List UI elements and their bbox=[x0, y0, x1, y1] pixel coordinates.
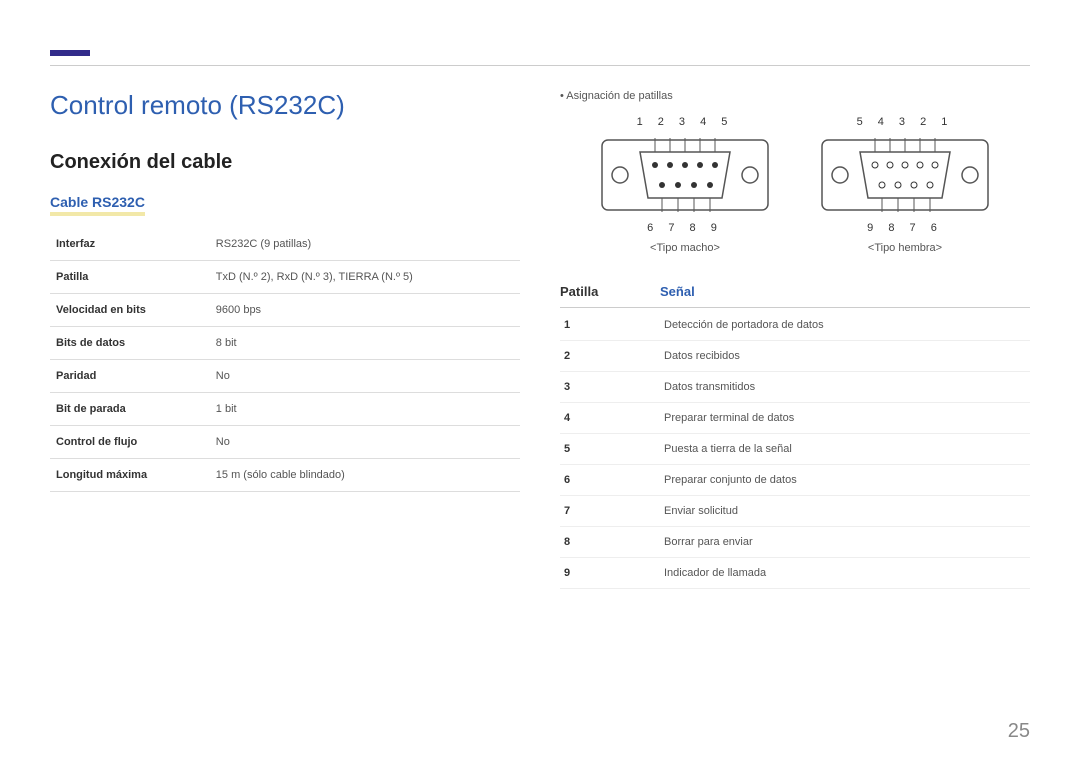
header-accent-bar bbox=[50, 50, 90, 56]
pin-signal: Preparar conjunto de datos bbox=[660, 465, 1030, 496]
pin-signal: Puesta a tierra de la señal bbox=[660, 434, 1030, 465]
pin-assignment-bullet: • Asignación de patillas bbox=[560, 90, 1030, 102]
page-title: Control remoto (RS232C) bbox=[50, 90, 520, 121]
spec-label: Longitud máxima bbox=[50, 459, 210, 492]
spec-row: PatillaTxD (N.º 2), RxD (N.º 3), TIERRA … bbox=[50, 261, 520, 294]
pin-row: 4Preparar terminal de datos bbox=[560, 403, 1030, 434]
pin-signal: Borrar para enviar bbox=[660, 527, 1030, 558]
spec-label: Velocidad en bits bbox=[50, 294, 210, 327]
pin-number: 1 bbox=[560, 310, 660, 341]
spec-value: No bbox=[210, 360, 520, 393]
db9-female-icon bbox=[820, 130, 990, 220]
pin-row: 8Borrar para enviar bbox=[560, 527, 1030, 558]
pin-table-header: Patilla Señal bbox=[560, 284, 1030, 308]
pin-number: 8 bbox=[560, 527, 660, 558]
pin-number: 2 bbox=[560, 341, 660, 372]
pin-row: 2Datos recibidos bbox=[560, 341, 1030, 372]
db9-male-icon bbox=[600, 130, 770, 220]
pin-signal-table: 1Detección de portadora de datos2Datos r… bbox=[560, 310, 1030, 589]
subtitle: Conexión del cable bbox=[50, 151, 520, 174]
pin-signal: Preparar terminal de datos bbox=[660, 403, 1030, 434]
female-connector: 5 4 3 2 1 9 8 7 6 <Tipo bbox=[820, 116, 990, 254]
spec-label: Control de flujo bbox=[50, 426, 210, 459]
pin-number: 6 bbox=[560, 465, 660, 496]
pin-number: 3 bbox=[560, 372, 660, 403]
pin-signal: Indicador de llamada bbox=[660, 558, 1030, 589]
left-column: Control remoto (RS232C) Conexión del cab… bbox=[50, 30, 520, 589]
spec-value: RS232C (9 patillas) bbox=[210, 228, 520, 261]
pin-signal: Datos recibidos bbox=[660, 341, 1030, 372]
male-top-pins: 1 2 3 4 5 bbox=[600, 116, 770, 128]
pin-signal: Enviar solicitud bbox=[660, 496, 1030, 527]
spec-label: Interfaz bbox=[50, 228, 210, 261]
spec-row: Velocidad en bits9600 bps bbox=[50, 294, 520, 327]
page-number: 25 bbox=[1008, 720, 1030, 743]
spec-table: InterfazRS232C (9 patillas)PatillaTxD (N… bbox=[50, 228, 520, 492]
header-divider bbox=[50, 65, 1030, 66]
female-caption: <Tipo hembra> bbox=[820, 242, 990, 254]
male-connector: 1 2 3 4 5 bbox=[600, 116, 770, 254]
pin-row: 9Indicador de llamada bbox=[560, 558, 1030, 589]
spec-label: Bit de parada bbox=[50, 393, 210, 426]
male-caption: <Tipo macho> bbox=[600, 242, 770, 254]
pin-number: 5 bbox=[560, 434, 660, 465]
pin-signal: Datos transmitidos bbox=[660, 372, 1030, 403]
spec-row: InterfazRS232C (9 patillas) bbox=[50, 228, 520, 261]
spec-row: Bit de parada1 bit bbox=[50, 393, 520, 426]
signal-col-header: Señal bbox=[660, 284, 695, 299]
spec-row: Bits de datos8 bit bbox=[50, 327, 520, 360]
spec-label: Bits de datos bbox=[50, 327, 210, 360]
spec-row: ParidadNo bbox=[50, 360, 520, 393]
spec-label: Paridad bbox=[50, 360, 210, 393]
spec-value: No bbox=[210, 426, 520, 459]
spec-value: 8 bit bbox=[210, 327, 520, 360]
pin-signal: Detección de portadora de datos bbox=[660, 310, 1030, 341]
pin-row: 5Puesta a tierra de la señal bbox=[560, 434, 1030, 465]
right-column: • Asignación de patillas 1 2 3 4 5 bbox=[560, 30, 1030, 589]
pin-row: 7Enviar solicitud bbox=[560, 496, 1030, 527]
spec-value: 15 m (sólo cable blindado) bbox=[210, 459, 520, 492]
pin-number: 9 bbox=[560, 558, 660, 589]
spec-label: Patilla bbox=[50, 261, 210, 294]
spec-value: 9600 bps bbox=[210, 294, 520, 327]
female-bottom-pins: 9 8 7 6 bbox=[820, 222, 990, 234]
section-heading: Cable RS232C bbox=[50, 194, 145, 216]
page-content: Control remoto (RS232C) Conexión del cab… bbox=[0, 0, 1080, 609]
spec-value: TxD (N.º 2), RxD (N.º 3), TIERRA (N.º 5) bbox=[210, 261, 520, 294]
pin-number: 7 bbox=[560, 496, 660, 527]
spec-row: Longitud máxima15 m (sólo cable blindado… bbox=[50, 459, 520, 492]
female-top-pins: 5 4 3 2 1 bbox=[820, 116, 990, 128]
pin-row: 1Detección de portadora de datos bbox=[560, 310, 1030, 341]
pin-row: 6Preparar conjunto de datos bbox=[560, 465, 1030, 496]
spec-row: Control de flujoNo bbox=[50, 426, 520, 459]
pin-row: 3Datos transmitidos bbox=[560, 372, 1030, 403]
pin-number: 4 bbox=[560, 403, 660, 434]
pin-col-header: Patilla bbox=[560, 284, 660, 299]
male-bottom-pins: 6 7 8 9 bbox=[600, 222, 770, 234]
connector-diagrams: 1 2 3 4 5 bbox=[560, 116, 1030, 254]
spec-value: 1 bit bbox=[210, 393, 520, 426]
